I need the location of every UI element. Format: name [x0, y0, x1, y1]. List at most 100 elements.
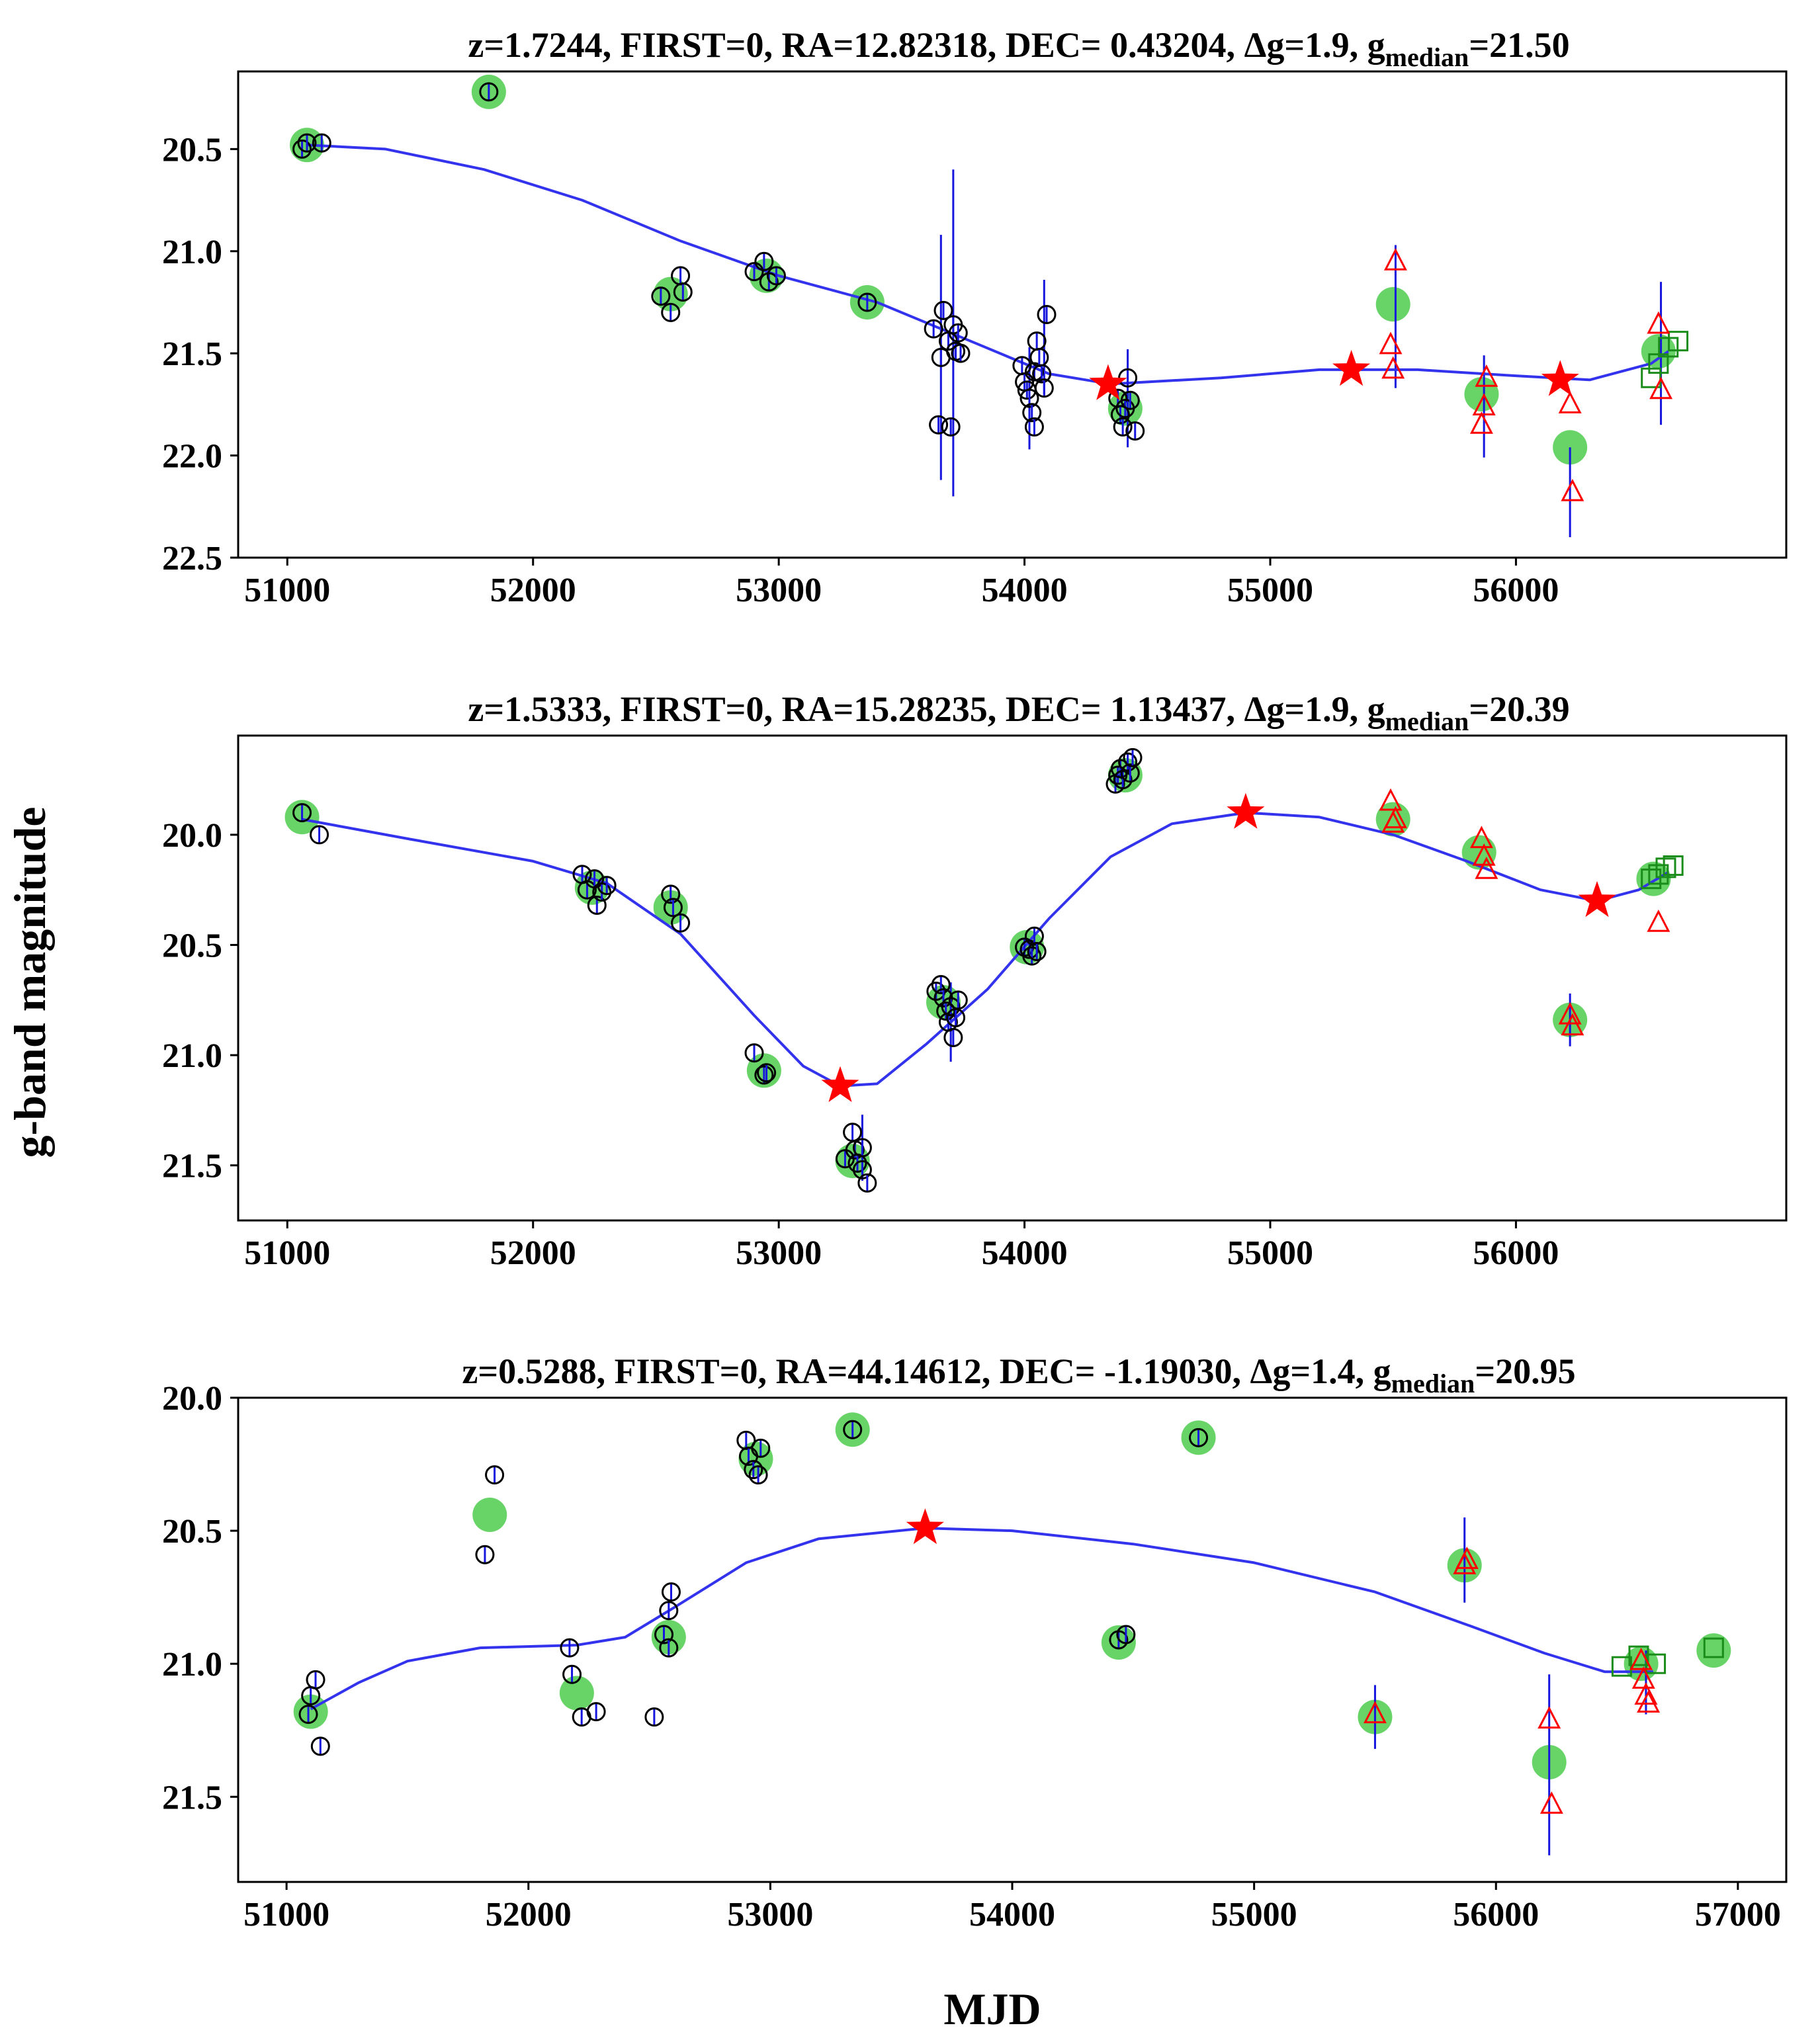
y-tick-label: 21.5 [162, 1779, 222, 1816]
black-circle-point [852, 1138, 872, 1158]
black-circle-point [1110, 405, 1130, 425]
chart-title-subscript: median [1385, 706, 1469, 736]
x-tick-label: 53000 [727, 1896, 813, 1934]
black-circle-point [951, 343, 971, 363]
black-circle-point [597, 876, 617, 896]
black-circle-point [931, 974, 951, 994]
black-circle-point [941, 417, 961, 437]
black-circle-point [943, 1027, 963, 1047]
black-circle-point [744, 1460, 763, 1480]
black-circle-point [924, 319, 943, 339]
green-square-point [1628, 1645, 1649, 1666]
red-triangle-point [1383, 247, 1407, 271]
y-tick-label: 21.0 [162, 234, 222, 271]
black-circle-point [1022, 946, 1042, 966]
green-square-point [1655, 857, 1676, 878]
light-curve-panel-2: z=1.5333, FIRST=0, RA=15.28235, DEC= 1.1… [162, 689, 1788, 1272]
black-circle-point [1113, 417, 1133, 437]
x-tick-label: 52000 [490, 572, 576, 609]
x-tick-label: 53000 [736, 1234, 822, 1272]
black-circle-point [586, 1702, 606, 1722]
red-triangle-point [1379, 331, 1403, 355]
x-tick-label: 54000 [969, 1896, 1055, 1934]
black-circle-point [948, 990, 968, 1010]
x-tick-label: 54000 [982, 1234, 1068, 1272]
black-circle-point [310, 825, 329, 845]
green-circle-point [559, 1676, 594, 1711]
red-triangle-point [1539, 1791, 1563, 1814]
black-circle-point [312, 133, 331, 153]
red-star-point [1578, 880, 1616, 917]
x-tick-label: 52000 [490, 1234, 576, 1272]
chart-title-value: =21.50 [1469, 25, 1569, 65]
black-circle-point [933, 300, 953, 320]
chart-title-subscript: median [1385, 42, 1469, 72]
black-circle-point [661, 1582, 681, 1602]
black-circle-point [1116, 1625, 1136, 1644]
chart-title-main: z=0.5288, FIRST=0, RA=44.14612, DEC= -1.… [462, 1351, 1391, 1391]
black-circle-point [1037, 305, 1057, 324]
red-triangle-point [1475, 364, 1498, 387]
red-triangle-point [1538, 1706, 1561, 1729]
red-star-point [1227, 792, 1265, 829]
y-tick-label: 22.5 [162, 540, 222, 577]
black-circle-point [744, 262, 764, 282]
black-circle-point [929, 415, 949, 435]
black-circle-point [852, 1160, 872, 1179]
red-star-point [906, 1508, 944, 1545]
black-circle-point [663, 898, 683, 917]
black-circle-point [1125, 421, 1145, 441]
black-circle-point [1034, 378, 1054, 398]
black-circle-point [1120, 763, 1140, 783]
black-circle-point [659, 1638, 679, 1658]
y-tick-label: 22.0 [162, 438, 222, 476]
y-tick-label: 20.5 [162, 927, 222, 965]
red-triangle-point [1558, 1001, 1582, 1025]
red-triangle-point [1649, 376, 1673, 400]
black-circle-point [587, 896, 607, 916]
chart-title-value: =20.39 [1469, 689, 1569, 729]
red-star-point [1332, 349, 1371, 386]
red-triangle-point [1637, 1690, 1661, 1713]
x-tick-label: 51000 [243, 1896, 329, 1934]
red-triangle-point [1561, 1013, 1584, 1036]
black-circle-point [1032, 364, 1052, 384]
chart-title-value: =20.95 [1475, 1351, 1575, 1391]
green-circle-point [653, 277, 688, 312]
black-circle-point [843, 1420, 863, 1439]
red-triangle-point [1647, 909, 1670, 932]
red-star-point [1089, 364, 1127, 400]
red-triangle-point [1629, 1647, 1653, 1670]
black-circle-point [475, 1545, 495, 1564]
plot-frame [237, 1396, 1788, 1883]
x-axis-label: MJD [943, 1984, 1041, 2034]
red-star-point [821, 1066, 859, 1102]
black-circle-point [1118, 752, 1138, 772]
chart-title-main: z=1.5333, FIRST=0, RA=15.28235, DEC= 1.1… [468, 689, 1385, 729]
black-circle-point [1022, 403, 1042, 423]
black-circle-point [310, 1736, 330, 1756]
plot-frame [237, 70, 1788, 559]
red-triangle-point [1383, 806, 1407, 829]
y-tick-label: 20.0 [162, 1380, 222, 1418]
red-triangle-point [1379, 788, 1403, 811]
black-circle-point [751, 1438, 771, 1458]
green-square-point [1703, 1637, 1724, 1658]
black-circle-point [654, 1625, 673, 1644]
y-tick-label: 21.5 [162, 1148, 222, 1185]
black-circle-point [671, 913, 691, 933]
chart-title-main: z=1.7244, FIRST=0, RA=12.82318, DEC= 0.4… [468, 25, 1385, 65]
red-star-point [1541, 360, 1579, 396]
x-tick-label: 56000 [1453, 1896, 1539, 1934]
black-circle-point [1027, 942, 1047, 962]
black-circle-point [298, 1705, 318, 1725]
black-circle-point [661, 302, 681, 322]
red-triangle-point [1469, 411, 1493, 434]
chart-title-subscript: median [1391, 1369, 1475, 1398]
green-square-point [1611, 1656, 1632, 1677]
black-circle-point [485, 1465, 505, 1485]
x-tick-label: 55000 [1227, 1234, 1313, 1272]
black-circle-point [1024, 417, 1044, 437]
black-circle-point [292, 803, 312, 823]
